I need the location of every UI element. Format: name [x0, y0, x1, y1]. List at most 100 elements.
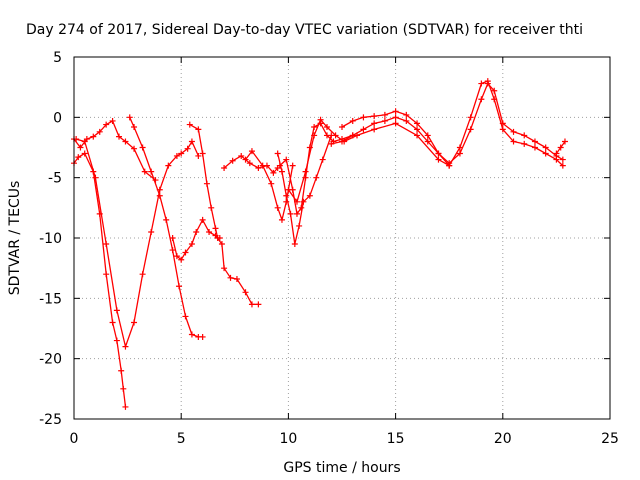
data-point	[176, 283, 183, 290]
y-axis-label: SDTVAR / TECUs	[7, 181, 23, 296]
data-point	[542, 144, 549, 151]
series-line	[129, 117, 203, 338]
data-point	[103, 121, 110, 128]
data-point	[178, 256, 185, 263]
y-tick-label: -10	[39, 231, 62, 247]
data-point	[274, 204, 281, 211]
data-point	[131, 145, 138, 152]
data-point	[289, 162, 296, 169]
data-point	[435, 150, 442, 157]
data-point	[499, 126, 506, 133]
data-series	[71, 78, 568, 410]
data-point	[248, 301, 255, 308]
data-point	[122, 403, 129, 410]
series-line	[75, 138, 199, 348]
series-track-6	[186, 121, 223, 241]
data-point	[311, 123, 318, 130]
data-point	[311, 132, 318, 139]
data-point	[491, 87, 498, 94]
data-point	[156, 192, 163, 199]
y-tick-label: -15	[39, 291, 62, 307]
data-point	[510, 138, 517, 145]
x-tick-label: 5	[177, 431, 186, 447]
data-point	[531, 138, 538, 145]
data-point	[313, 174, 320, 181]
data-point	[403, 117, 410, 124]
data-point	[478, 80, 485, 87]
data-point	[323, 123, 330, 130]
data-point	[169, 247, 176, 254]
series-track-7	[221, 152, 281, 176]
data-point	[276, 162, 283, 169]
series-track-1	[71, 150, 129, 410]
y-tick-label: 0	[53, 110, 62, 126]
data-point	[510, 128, 517, 135]
data-point	[499, 120, 506, 127]
data-point	[414, 132, 421, 139]
data-point	[339, 123, 345, 130]
data-point	[255, 165, 262, 172]
data-point	[96, 128, 103, 135]
series-line	[244, 150, 294, 221]
data-point	[285, 186, 292, 193]
data-point	[435, 156, 442, 163]
data-point	[182, 313, 189, 320]
data-point	[120, 385, 127, 392]
grid-lines	[74, 57, 610, 419]
chart-title: Day 274 of 2017, Sidereal Day-to-day VTE…	[26, 22, 583, 38]
data-point	[131, 319, 138, 326]
data-point	[414, 126, 421, 133]
data-point	[283, 192, 290, 199]
data-point	[103, 271, 110, 278]
data-point	[319, 156, 326, 163]
series-track-12	[328, 80, 566, 167]
series-track-8	[242, 148, 296, 223]
data-point	[467, 126, 474, 133]
data-point	[268, 180, 275, 187]
data-point	[542, 150, 549, 157]
data-point	[173, 253, 180, 260]
data-point	[392, 114, 399, 121]
data-point	[178, 150, 185, 157]
data-point	[371, 113, 378, 120]
x-tick-label: 10	[279, 431, 297, 447]
x-tick-label: 15	[387, 431, 405, 447]
data-point	[238, 152, 245, 159]
y-tick-label: -20	[39, 352, 62, 368]
data-point	[360, 114, 367, 121]
data-point	[392, 108, 399, 115]
data-point	[141, 168, 148, 175]
data-point	[233, 276, 240, 283]
data-point	[561, 138, 568, 145]
data-point	[446, 162, 453, 169]
data-point	[270, 169, 277, 176]
data-point	[188, 138, 195, 145]
data-point	[139, 144, 146, 151]
data-point	[293, 210, 300, 217]
data-point	[521, 140, 528, 147]
data-point	[208, 204, 215, 211]
series-track-9	[274, 132, 335, 248]
data-point	[90, 133, 97, 140]
data-point	[203, 180, 210, 187]
data-point	[199, 150, 206, 157]
data-point	[188, 241, 195, 248]
data-point	[424, 138, 431, 145]
data-point	[259, 162, 266, 169]
data-point	[126, 114, 133, 121]
data-point	[371, 126, 378, 133]
data-point	[274, 150, 281, 157]
y-tick-label: -5	[48, 171, 62, 187]
x-tick-label: 25	[601, 431, 619, 447]
series-line	[331, 82, 564, 164]
series-track-14	[553, 138, 568, 157]
data-point	[77, 144, 84, 151]
data-point	[113, 337, 120, 344]
data-point	[188, 331, 195, 338]
data-point	[173, 152, 180, 159]
data-point	[381, 117, 388, 124]
data-point	[212, 225, 219, 232]
data-point	[298, 204, 305, 211]
data-point	[182, 249, 189, 256]
